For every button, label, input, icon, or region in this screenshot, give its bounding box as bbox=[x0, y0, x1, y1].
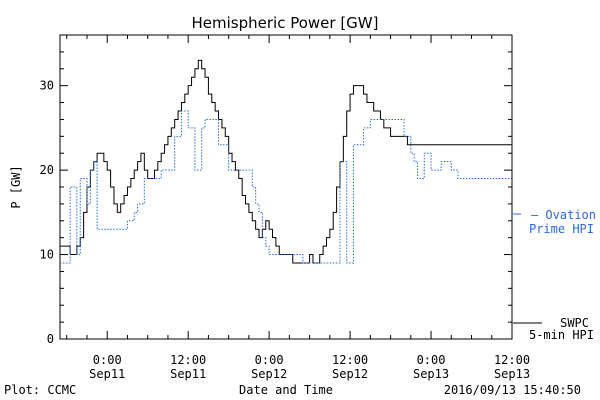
footer-plot-source: Plot: CCMC bbox=[4, 383, 76, 397]
series-line-swpc bbox=[60, 59, 512, 264]
legend-swpc-label-2: 5-min HPI bbox=[529, 328, 594, 342]
x-tick-label-time: 0:00 bbox=[255, 353, 284, 367]
chart-title: Hemispheric Power [GW] bbox=[192, 14, 379, 32]
legend-swpc-label-1: SWPC bbox=[560, 316, 589, 330]
series-layer bbox=[60, 59, 512, 264]
x-tick-label-time: 12:00 bbox=[494, 353, 530, 367]
y-axis-label: P [GW] bbox=[9, 165, 23, 208]
x-tick-label-time: 0:00 bbox=[417, 353, 446, 367]
y-tick-label: 20 bbox=[40, 163, 54, 177]
y-tick-label: 10 bbox=[40, 248, 54, 262]
x-axis-label: Date and Time bbox=[239, 383, 333, 397]
x-tick-label-date: Sep13 bbox=[494, 367, 530, 381]
x-tick-label-date: Sep11 bbox=[170, 367, 206, 381]
x-tick-label-date: Sep12 bbox=[332, 367, 368, 381]
x-axis: 0:00Sep1112:00Sep110:00Sep1212:00Sep120:… bbox=[66, 35, 530, 381]
x-tick-label-date: Sep12 bbox=[251, 367, 287, 381]
footer-timestamp: 2016/09/13 15:40:50 bbox=[444, 383, 581, 397]
x-tick-label-date: Sep13 bbox=[413, 367, 449, 381]
series-line-ovation bbox=[60, 110, 512, 264]
x-tick-label-time: 12:00 bbox=[170, 353, 206, 367]
x-tick-label-date: Sep11 bbox=[89, 367, 125, 381]
y-tick-label: 30 bbox=[40, 79, 54, 93]
y-axis: 0 10 20 30 bbox=[40, 34, 512, 346]
legend-swpc: SWPC 5-min HPI bbox=[513, 316, 594, 342]
x-tick-label-time: 0:00 bbox=[93, 353, 122, 367]
legend-ovation-label-1: — Ovation bbox=[531, 208, 596, 222]
y-tick-label: 0 bbox=[47, 332, 54, 346]
x-tick-label-time: 12:00 bbox=[332, 353, 368, 367]
legend-ovation: — Ovation Prime HPI bbox=[513, 208, 596, 236]
legend-ovation-label-2: Prime HPI bbox=[529, 222, 594, 236]
